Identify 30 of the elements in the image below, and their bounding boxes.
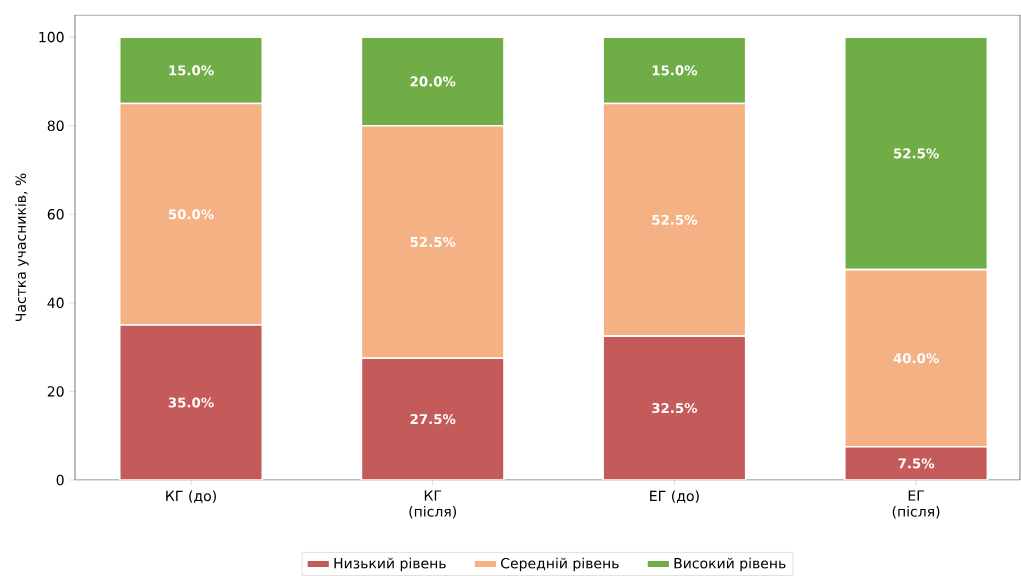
data-label: 15.0% [169,65,214,76]
y-axis-title: Частка учасників, % [15,173,29,322]
bar [843,445,989,480]
legend-label: Високий рівень [674,557,786,572]
x-tick-label: КГ (після) [409,490,457,519]
data-label: 52.5% [410,236,456,248]
data-label: 52.5% [652,214,698,225]
y-tick-label: 80 [47,120,64,131]
data-label: 7.5% [898,458,935,469]
y-tick-label: 100 [39,31,64,43]
x-tick-label: ЕГ (після) [892,490,940,519]
data-label: 20.0% [410,76,456,87]
data-label: 50.0% [168,209,214,220]
legend-label: Середній рівень [501,557,619,572]
x-tick-label: ЕГ (до) [650,490,699,503]
data-label: 27.5% [410,414,456,425]
x-tick-label: КГ (до) [166,490,216,503]
y-tick-label: 40 [47,297,64,309]
legend-label: Низький рівень [334,557,446,572]
data-label: 52.5% [893,148,939,159]
data-label: 40.0% [893,353,939,364]
bar [118,324,264,480]
bar [360,357,505,480]
data-label: 35.0% [168,397,214,408]
data-label: 32.5% [652,402,698,414]
data-label: 15.0% [652,65,698,76]
y-tick-label: 60 [47,208,64,220]
y-tick-label: 0 [56,474,64,486]
y-tick-label: 20 [47,386,64,397]
bar [602,335,747,480]
